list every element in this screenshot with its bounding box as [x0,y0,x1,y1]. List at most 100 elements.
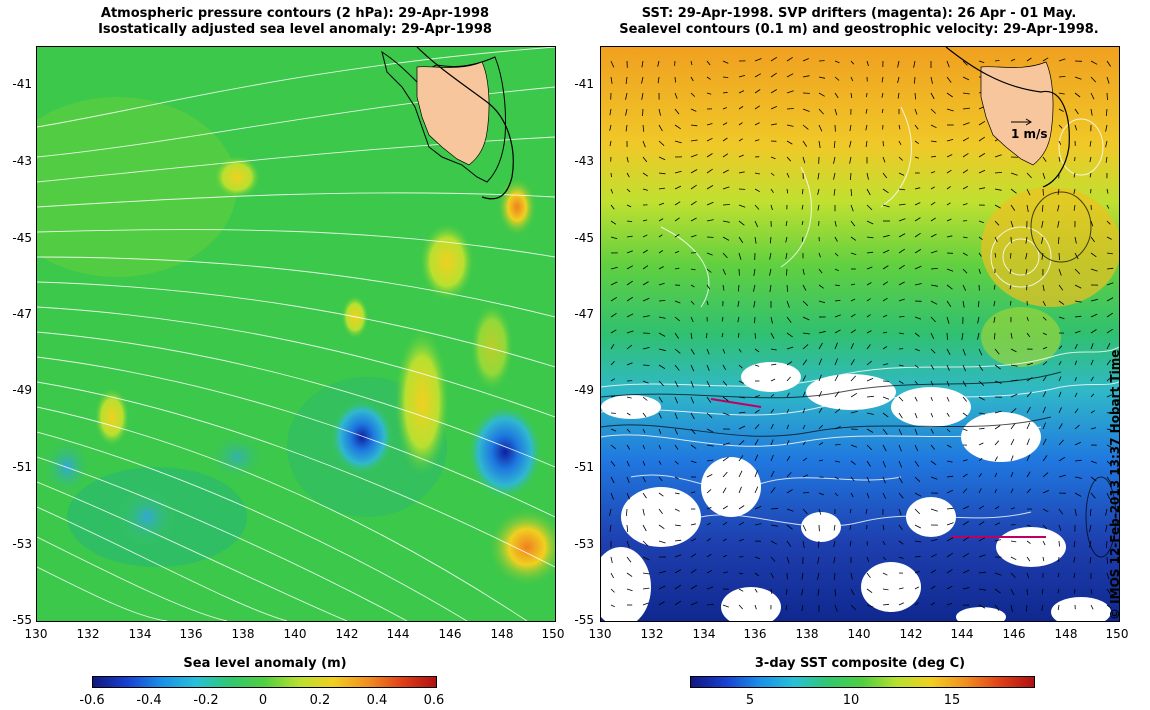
velocity-vector [722,284,725,291]
velocity-vector [882,460,886,468]
velocity-vector [642,249,648,254]
velocity-vector [770,454,774,462]
velocity-vector [1090,359,1094,366]
velocity-vector [882,363,889,366]
velocity-vector [674,444,679,450]
y-tick: -47 [12,307,32,321]
velocity-vector [849,124,852,132]
velocity-vector [785,252,788,260]
velocity-vector [754,89,761,94]
velocity-vector [1026,604,1028,612]
velocity-vector [978,537,985,542]
velocity-vector [642,108,644,117]
velocity-vector [1058,108,1064,112]
y-tick: -49 [574,383,594,397]
velocity-vector [1058,456,1066,462]
velocity-vector [785,236,788,243]
velocity-vector [738,505,745,510]
velocity-vector [610,281,618,286]
velocity-vector [1010,204,1016,211]
velocity-vector [866,220,874,225]
velocity-vector [930,444,936,450]
velocity-vector [786,268,788,276]
velocity-vector [1010,393,1018,398]
velocity-vector [1058,540,1060,547]
velocity-vector [978,412,986,415]
velocity-vector [1026,556,1031,562]
velocity-vector [770,188,774,194]
velocity-vector [1025,236,1028,244]
velocity-vector [786,316,792,323]
velocity-vector [802,300,809,306]
velocity-vector [818,442,824,446]
sla-high-anomaly [94,387,130,447]
velocity-vector [978,554,986,558]
velocity-vector [866,360,872,366]
velocity-vector [866,330,872,334]
velocity-vector [737,316,740,323]
velocity-vector [1073,540,1076,548]
velocity-vector [770,423,774,430]
velocity-vector [946,108,954,112]
velocity-vector [738,470,743,478]
velocity-vector [690,491,696,494]
velocity-vector [817,572,820,580]
velocity-vector [834,460,840,463]
velocity-vector [1105,524,1108,532]
velocity-vector [1042,438,1047,446]
velocity-vector [1010,58,1016,62]
x-tick: 144 [386,627,410,641]
sealevel-contours-dark [601,191,1117,558]
velocity-vector [818,76,826,79]
right-title: SST: 29-Apr-1998. SVP drifters (magenta)… [600,6,1118,38]
velocity-vector [866,604,874,608]
sla-high-anomaly [487,507,555,587]
velocity-vector [978,505,985,510]
velocity-vector [754,470,758,478]
colorbar-tick: -0.6 [79,693,105,708]
velocity-vector [1010,540,1017,543]
velocity-vector [866,412,874,415]
velocity-vector [866,282,872,286]
velocity-vector [930,364,935,370]
velocity-vector [1106,342,1111,350]
velocity-vector [738,486,742,494]
velocity-vector [978,268,981,274]
velocity-vector [738,425,746,430]
velocity-vector [818,358,823,366]
velocity-vector [834,236,838,242]
velocity-vector [674,508,680,512]
velocity-vector [882,396,890,400]
velocity-vector [802,140,808,147]
velocity-vector [1058,361,1062,366]
velocity-vector [850,392,858,398]
velocity-vector [850,60,855,65]
velocity-vector [834,314,841,318]
velocity-vector [786,455,791,462]
velocity-vector [930,428,934,434]
y-tick: -41 [12,77,32,91]
velocity-vector [946,428,951,433]
velocity-vector [609,508,612,516]
velocity-vector [610,329,617,334]
velocity-vector [1010,364,1018,367]
velocity-vector [802,375,807,382]
velocity-vector [642,234,648,238]
velocity-vector [946,332,948,340]
velocity-vector [994,456,998,462]
velocity-vector [930,76,933,84]
velocity-vector [754,523,762,526]
velocity-vector [610,428,617,432]
velocity-vector [1057,588,1060,594]
velocity-vector [1074,330,1081,334]
velocity-vector [786,409,790,414]
velocity-vector [802,268,805,275]
velocity-vector [849,540,852,547]
velocity-vector [930,217,936,222]
velocity-vector [641,60,644,68]
velocity-vector [1090,268,1098,272]
velocity-vector [690,553,697,558]
velocity-vector [722,186,730,190]
velocity-vector [978,427,985,430]
velocity-vector [866,492,870,499]
